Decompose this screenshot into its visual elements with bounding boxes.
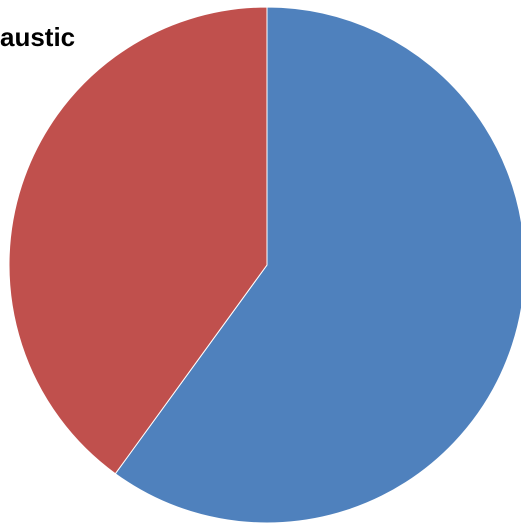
pie-slice-1 xyxy=(114,6,521,524)
pie-slices xyxy=(8,6,521,524)
pie-slice-2 xyxy=(8,6,268,475)
chart-title: austic xyxy=(0,22,75,52)
